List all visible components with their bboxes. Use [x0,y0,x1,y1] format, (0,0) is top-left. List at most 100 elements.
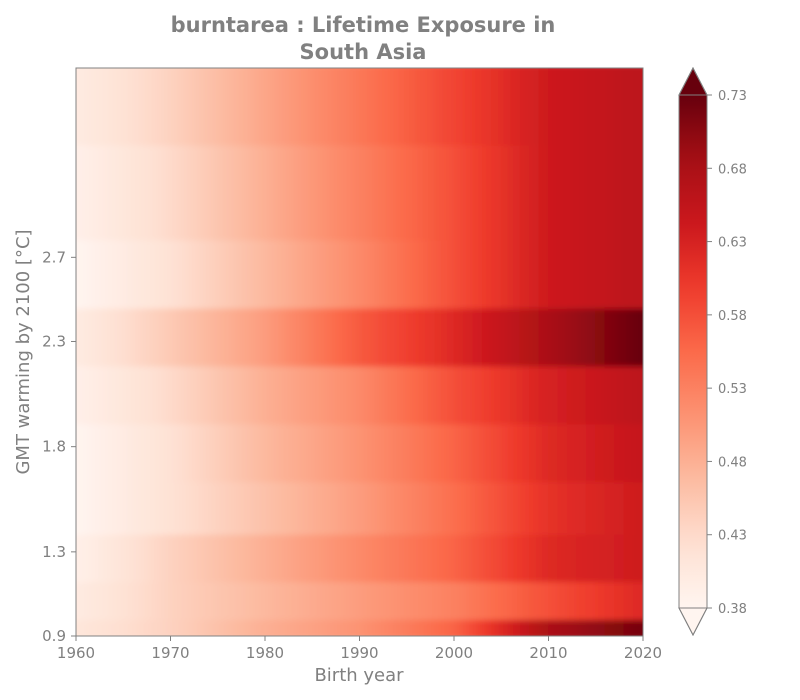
colorbar-tick-label: 0.68 [718,162,747,177]
heatmap-cell [283,474,294,535]
heatmap-cell [179,300,190,367]
heatmap-cell [519,232,531,309]
heatmap-cell [113,574,124,621]
heatmap-cell [623,232,635,309]
heatmap-cell [76,474,77,535]
heatmap-cell [614,68,625,146]
heatmap-cell [264,612,275,636]
heatmap-cell [170,474,181,535]
heatmap-cell [302,137,313,241]
heatmap-cell [76,358,86,425]
chart-title-line-2: South Asia [299,40,427,64]
heatmap-cell [170,358,181,425]
heatmap-cell [132,137,143,241]
heatmap-cell [434,574,446,621]
heatmap-cell [396,612,408,636]
heatmap-cell [179,358,190,425]
heatmap-cell [292,68,304,146]
heatmap-cell [652,416,662,482]
heatmap-cell [359,358,370,425]
heatmap-cell [604,137,616,241]
heatmap-cell [292,232,304,309]
heatmap-cell [170,574,181,621]
heatmap-cell [340,526,351,583]
heatmap-cell [623,416,635,483]
heatmap-cell [453,416,464,483]
heatmap-cell [179,68,190,146]
heatmap-cell [481,474,493,535]
heatmap-cell [585,137,597,241]
heatmap-cell [481,574,493,621]
heatmap-cell [462,300,474,367]
heatmap-cell [245,358,257,425]
heatmap-cell [141,416,153,483]
heatmap-cell [170,137,181,241]
heatmap-cell [652,64,662,146]
heatmap-cell [245,612,257,636]
heatmap-cell [217,474,228,535]
heatmap-cell [141,358,153,425]
heatmap-cell [566,474,578,535]
heatmap-cell [387,300,398,367]
heatmap-cell [585,612,597,636]
heatmap-cell [519,574,531,621]
heatmap-cell [557,137,568,241]
heatmap-cell [462,358,474,425]
x-axis-label: Birth year [314,665,404,686]
heatmap-cell [76,416,86,483]
heatmap-cell [76,137,86,241]
heatmap-cell [264,358,275,425]
heatmap-cell [529,526,540,583]
heatmap-cell [188,232,200,309]
heatmap-cell [415,358,427,425]
heatmap-cell [94,474,105,535]
heatmap-cell [198,526,209,583]
heatmap-cell [340,612,351,636]
heatmap-cell [595,416,606,483]
heatmap-cell [311,232,323,309]
heatmap-cell [103,612,115,636]
heatmap-cell [576,232,587,309]
heatmap-cell [94,137,105,241]
heatmap-cell [226,574,238,621]
heatmap-cell [113,137,124,241]
heatmap-cell [415,68,427,146]
heatmap-cell [462,232,474,309]
heatmap-cell [103,526,115,583]
heatmap-cell [122,232,134,309]
heatmap-cell [406,68,417,146]
heatmap-cell [321,416,332,483]
heatmap-cell [76,526,77,583]
heatmap-cell [84,526,96,583]
heatmap-cell [396,574,408,621]
heatmap-cell [406,474,417,535]
heatmap-cell [444,137,455,241]
heatmap-cell [396,358,408,425]
heatmap-cell [207,474,219,535]
heatmap-cell [349,574,360,621]
y-tick-label: 0.9 [42,627,66,645]
heatmap-cell [321,68,332,146]
heatmap-cell [207,68,219,146]
heatmap-cell [614,574,625,621]
heatmap-cell [623,137,635,241]
heatmap-cell [368,300,379,367]
heatmap-cell [160,300,171,367]
heatmap-cell [633,526,643,583]
heatmap-cell [415,300,427,367]
heatmap-cell [207,300,219,367]
heatmap-cell [396,137,408,241]
heatmap-cell [510,137,521,241]
heatmap-cell [160,612,171,636]
heatmap-cell [103,300,115,367]
y-tick-label: 2.7 [42,248,66,266]
heatmap-cell [84,474,96,535]
heatmap-cell [113,612,124,636]
heatmap-cell [491,526,502,583]
heatmap-cell [566,68,578,146]
heatmap-cell [595,300,606,367]
heatmap-cell [198,358,209,425]
heatmap-cell [652,138,662,241]
heatmap-cell [519,358,531,425]
heatmap-cell [548,526,559,583]
